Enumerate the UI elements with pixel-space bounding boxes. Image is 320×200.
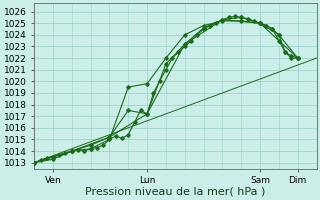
X-axis label: Pression niveau de la mer( hPa ): Pression niveau de la mer( hPa )	[85, 187, 266, 197]
